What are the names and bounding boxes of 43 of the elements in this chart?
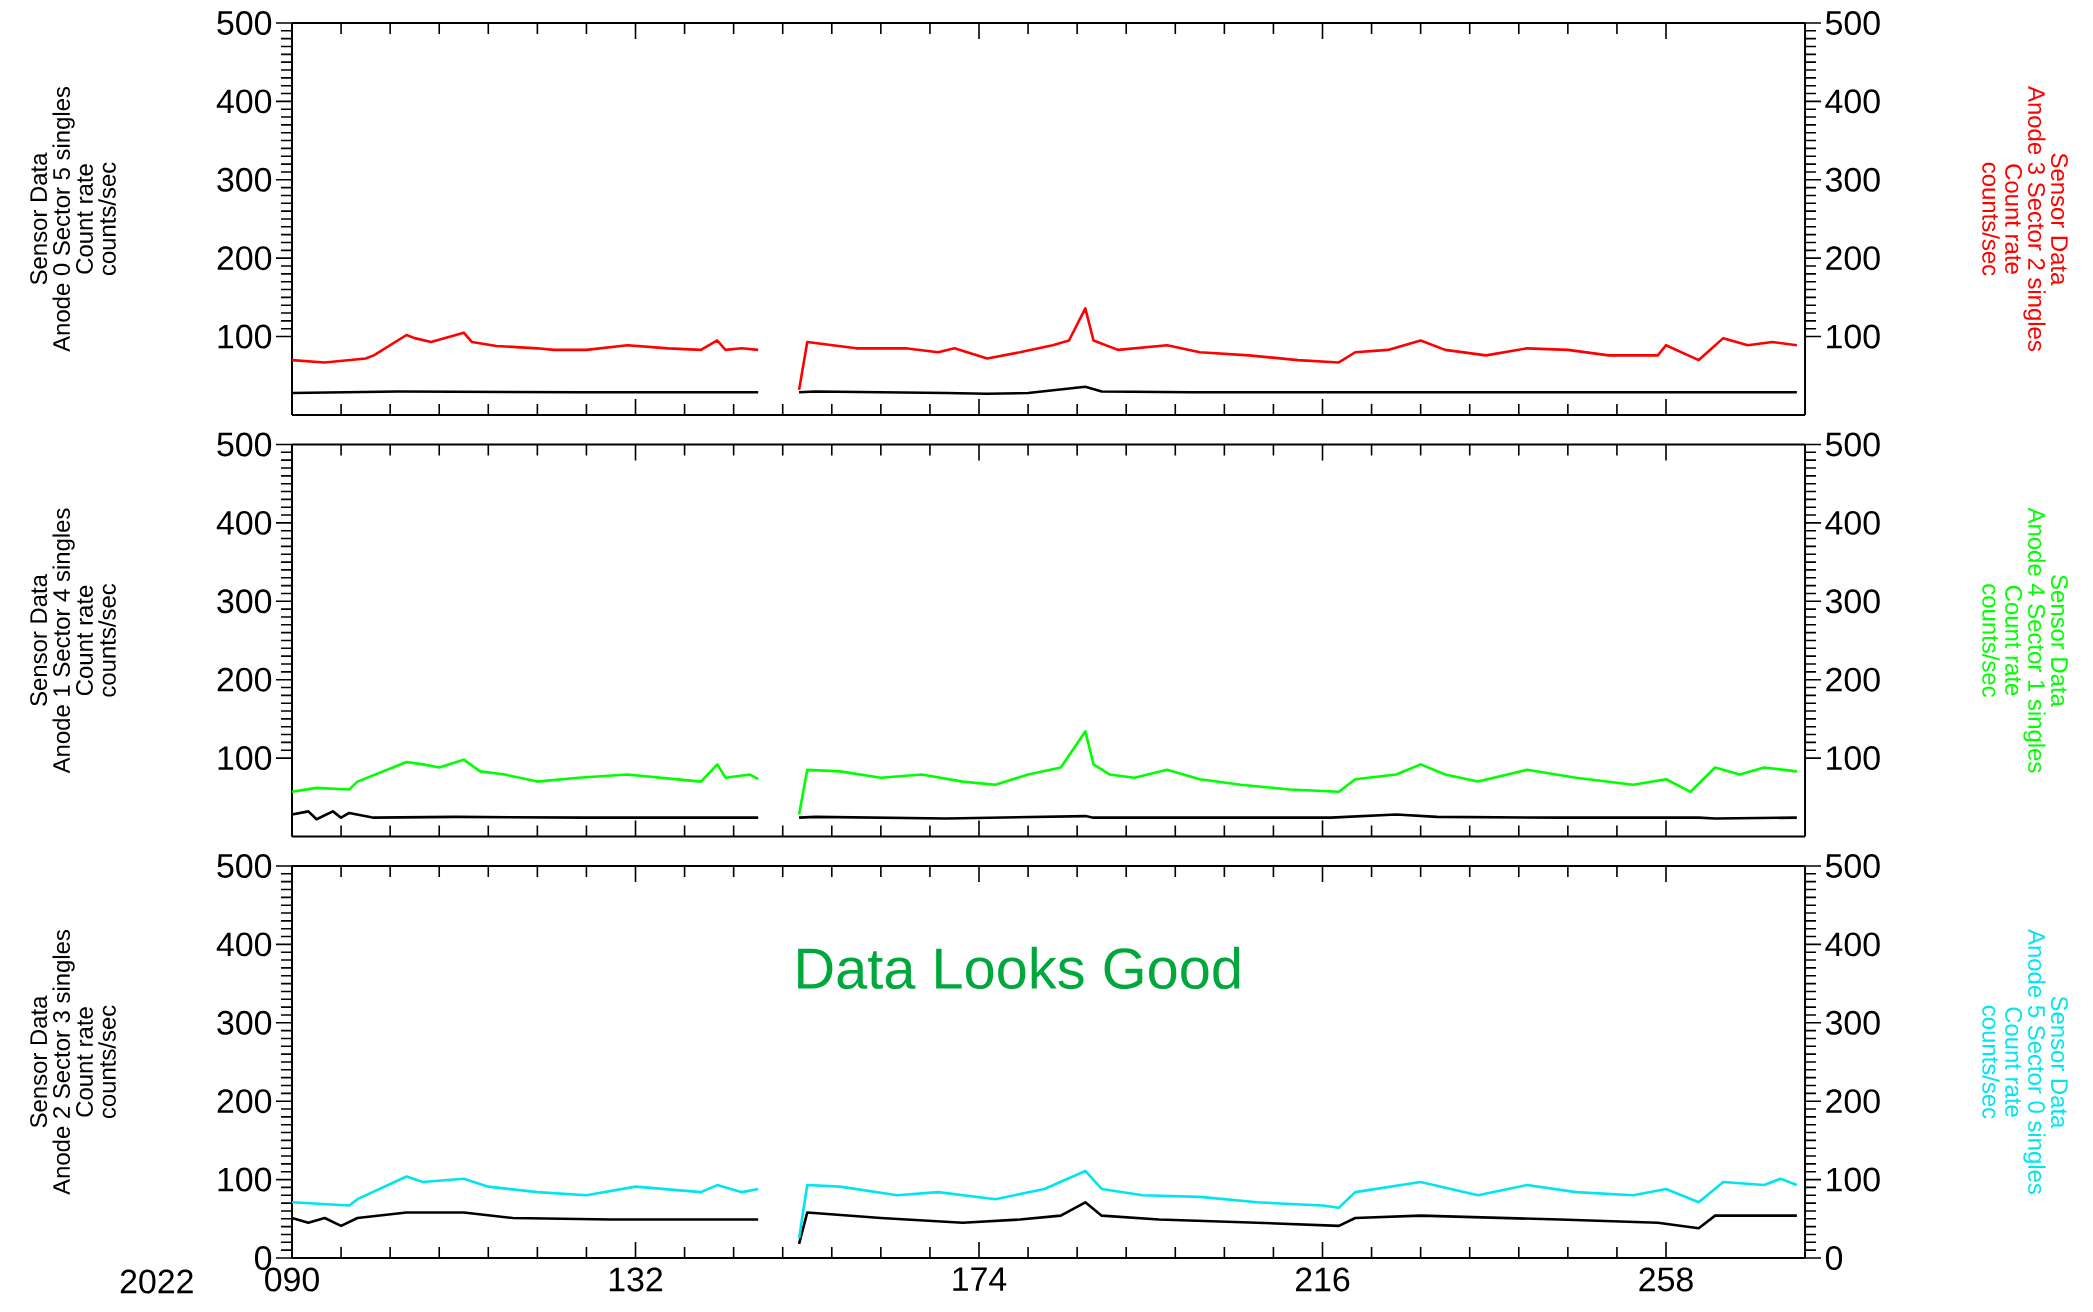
y2-tick-label: 200 [1826, 246, 1880, 271]
y2-tick-label: 100 [1827, 746, 1880, 771]
y2-tick-label: 300 [1825, 167, 1880, 192]
y-tick-label: 400 [216, 932, 272, 957]
x-tick-label: 216 [1295, 1267, 1350, 1292]
y-axis-title: Sensor Data Anode 1 Sector 4 singles Count rate counts/sec [30, 508, 116, 774]
y2-axis-title: Sensor Data Anode 3 Sector 2 singles Count rate counts/sec [1982, 86, 2068, 351]
y-tick-label: 200 [217, 667, 272, 692]
y2-tick-label: 300 [1825, 1010, 1880, 1035]
y2-tick-label: 100 [1827, 324, 1880, 349]
x-axis-title: 2022 [120, 1269, 193, 1294]
y2-tick-label: 100 [1827, 1167, 1880, 1192]
annotation: Data Looks Good [798, 946, 1240, 990]
y-axis-title: Sensor Data Anode 2 Sector 3 singles Count rate counts/sec [30, 929, 116, 1195]
y-tick-label: 400 [216, 510, 272, 535]
y-tick-label: 500 [217, 432, 272, 457]
y2-tick-label: 300 [1825, 589, 1880, 614]
y-tick-label: 300 [217, 167, 272, 192]
y-tick-label: 300 [217, 589, 272, 614]
y2-axis-title: Sensor Data Anode 5 Sector 0 singles Count rate counts/sec [1982, 929, 2068, 1194]
y-tick-label: 200 [217, 246, 272, 271]
y2-tick-label: 500 [1825, 432, 1880, 457]
y2-tick-label: 400 [1825, 89, 1880, 114]
y-tick-label: 200 [217, 1089, 272, 1114]
y2-tick-label: 400 [1825, 510, 1880, 535]
x-tick-label: 174 [953, 1267, 1007, 1291]
y2-axis-title: Sensor Data Anode 4 Sector 1 singles Count rate counts/sec [1982, 507, 2068, 773]
y-axis-title: Sensor Data Anode 0 Sector 5 singles Count rate counts/sec [30, 86, 116, 352]
y2-tick-label: 200 [1826, 1089, 1880, 1114]
y-tick-label: 500 [217, 853, 272, 878]
x-tick-label: 258 [1639, 1267, 1693, 1292]
x-tick-label: 132 [609, 1267, 663, 1292]
y-tick-label: 100 [218, 746, 272, 771]
y-tick-label: 100 [218, 324, 272, 349]
y2-tick-label: 500 [1825, 853, 1880, 878]
y2-tick-label: 500 [1825, 10, 1880, 35]
y2-tick-label: 0 [1825, 1245, 1843, 1270]
y-tick-label: 100 [218, 1167, 272, 1192]
y2-tick-label: 200 [1826, 667, 1880, 692]
y-tick-label: 500 [217, 10, 272, 35]
y-tick-label: 400 [216, 89, 272, 114]
y-tick-label: 300 [217, 1010, 272, 1035]
y2-tick-label: 400 [1825, 932, 1880, 957]
